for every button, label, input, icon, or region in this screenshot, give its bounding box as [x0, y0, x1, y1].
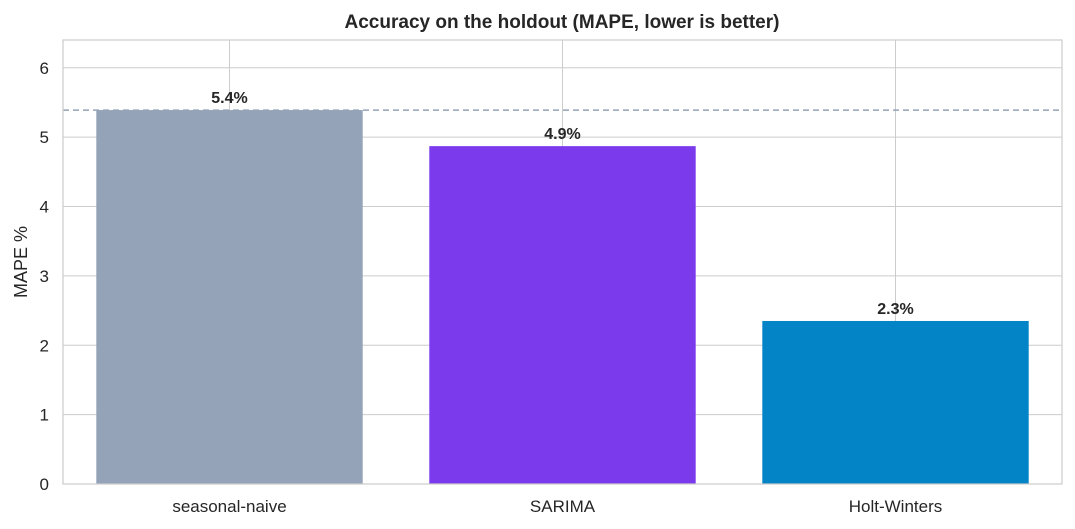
x-tick-label: seasonal-naive — [172, 497, 286, 516]
label-layer: 0 1 2 3 4 5 6 seasonal-naive 5.4% SARIMA 4.9% Holt-… — [40, 59, 943, 516]
bar-holt-winters — [762, 320, 1029, 484]
bar-sarima — [429, 146, 696, 485]
y-tick-label: 1 — [40, 406, 49, 425]
bar-value-label: 2.3% — [877, 301, 913, 318]
y-axis-label: MAPE % — [11, 226, 31, 298]
y-tick-label: 4 — [40, 198, 49, 217]
y-tick-label: 3 — [40, 267, 49, 286]
bar-seasonal-naive — [96, 110, 363, 484]
plot-frame — [62, 39, 1063, 485]
bar-value-label: 5.4% — [211, 90, 247, 107]
y-tick-label: 5 — [40, 128, 49, 147]
y-tick-label: 0 — [40, 475, 49, 494]
y-tick-label: 2 — [40, 336, 49, 355]
y-tick-label: 6 — [40, 59, 49, 78]
bar-layer — [96, 110, 1029, 485]
x-tick-label: Holt-Winters — [849, 497, 943, 516]
bar-value-label: 4.9% — [544, 126, 580, 143]
chart-title: Accuracy on the holdout (MAPE, lower is … — [345, 12, 780, 33]
x-tick-label: SARIMA — [530, 497, 596, 516]
